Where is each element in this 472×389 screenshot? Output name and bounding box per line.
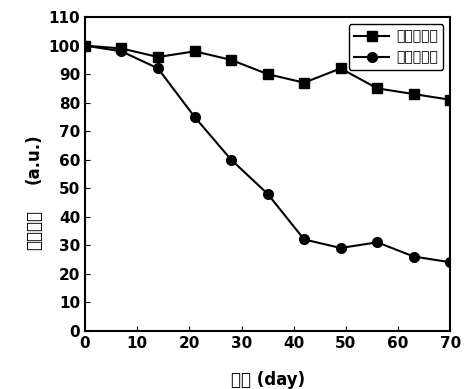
Text: (a.u.): (a.u.): [25, 133, 43, 184]
Text: 时间 (day): 时间 (day): [230, 371, 304, 389]
Text: 相对亮度: 相对亮度: [25, 210, 43, 250]
Legend: 配体交换后, 未配体交换: 配体交换后, 未配体交换: [349, 24, 443, 70]
